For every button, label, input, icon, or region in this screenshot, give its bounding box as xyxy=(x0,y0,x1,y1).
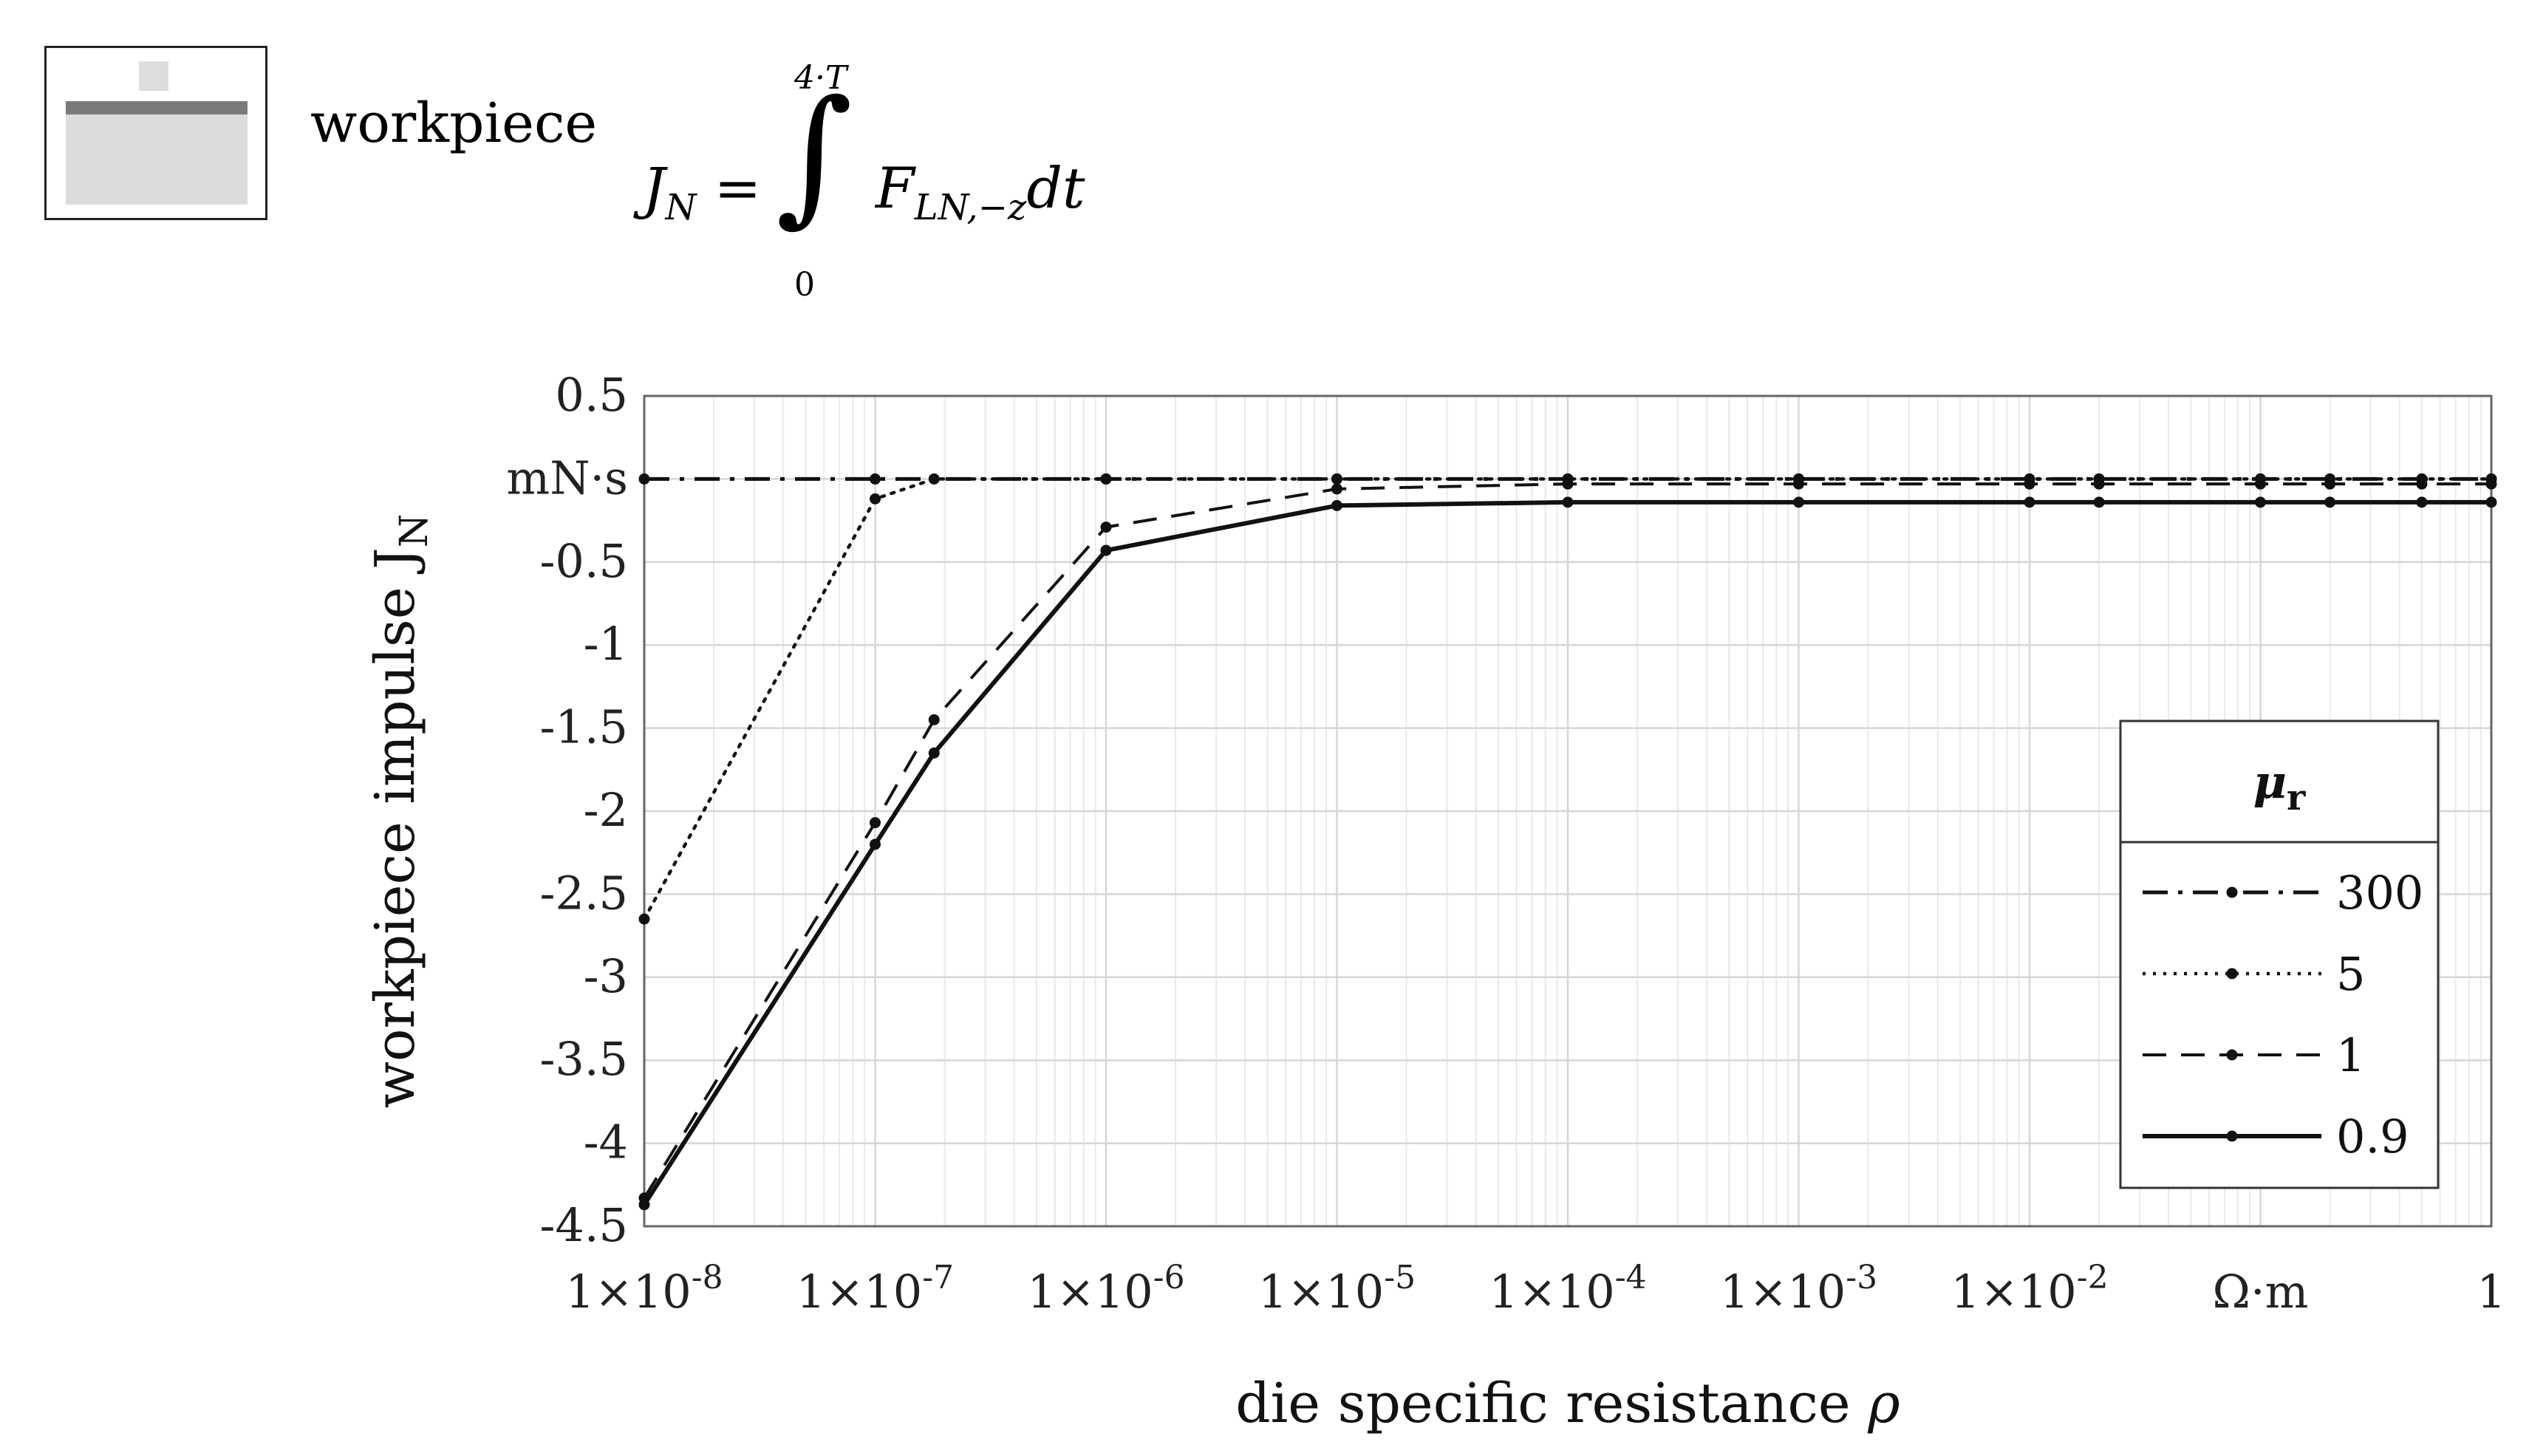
x-tick-label: 1×10-6 xyxy=(1027,1259,1184,1319)
legend-label: 5 xyxy=(2336,947,2365,1001)
impulse-formula: JN = ∫ 4·T 0 FLN,−zdt xyxy=(643,59,1160,310)
data-point xyxy=(2485,496,2497,508)
legend: μr 300 5 1 0.9 xyxy=(2119,720,2440,1189)
workpiece-label: workpiece xyxy=(310,92,598,155)
y-tick-label: -2 xyxy=(584,783,628,837)
formula-lhs: JN = xyxy=(643,155,761,228)
data-point xyxy=(1562,496,1574,508)
formula-lhs-symbol: J xyxy=(643,155,666,221)
tick-labels: 0.5 mN·s -0.5 -1 -1.5 -2 -2.5 -3 -3.5 -4 -4.5 1×10-… xyxy=(506,368,2505,1319)
data-point xyxy=(2024,478,2035,490)
legend-marker xyxy=(2226,1130,2238,1142)
data-point xyxy=(2255,478,2266,490)
formula-integrand-symbol: F xyxy=(876,155,915,221)
y-tick-label: -3 xyxy=(584,949,628,1003)
legend-title: μr xyxy=(2253,755,2306,818)
legend-entry-0.9: 0.9 xyxy=(2143,1110,2409,1163)
data-point xyxy=(2416,496,2428,508)
y-tick-label: mN·s xyxy=(506,451,628,505)
integral-sign: ∫ xyxy=(776,69,853,241)
y-tick-label: -0.5 xyxy=(539,534,628,588)
axis-titles: die specific resistance ρ workpiece impul… xyxy=(364,514,1900,1435)
data-point xyxy=(2093,496,2105,508)
data-point xyxy=(870,838,881,850)
data-point xyxy=(1331,473,1342,485)
formula-integrand: FLN,−zdt xyxy=(876,155,1085,228)
series-0.9 xyxy=(638,496,2497,1211)
data-point xyxy=(2416,478,2428,490)
legend-entry-1: 1 xyxy=(2143,1028,2365,1082)
axes xyxy=(643,394,2493,1228)
data-point xyxy=(928,473,940,485)
x-tick-label: 1×10-2 xyxy=(1950,1259,2108,1319)
data-point xyxy=(638,913,650,925)
legend-entry-300: 300 xyxy=(2143,866,2423,920)
formula-upper-limit: 4·T xyxy=(794,59,847,97)
x-tick-label: 1×10-5 xyxy=(1258,1259,1416,1319)
data-point xyxy=(1100,473,1112,485)
legend-label: 1 xyxy=(2336,1028,2365,1082)
x-tick-label: 1×10-4 xyxy=(1489,1259,1646,1319)
coil-layer xyxy=(66,101,248,115)
legend-box xyxy=(2119,720,2440,1189)
die-block xyxy=(139,61,168,91)
data-point xyxy=(1100,522,1112,533)
data-point xyxy=(638,1199,650,1211)
formula-lower-limit: 0 xyxy=(794,266,815,304)
x-tick-label: 1×10-7 xyxy=(796,1259,954,1319)
data-point xyxy=(870,817,881,829)
data-point xyxy=(638,473,650,485)
formula-differential: dt xyxy=(1026,155,1085,221)
x-axis-title: die specific resistance ρ xyxy=(1235,1372,1900,1435)
data-point xyxy=(1100,544,1112,556)
formula-lhs-sub: N xyxy=(665,187,697,229)
series-group xyxy=(638,473,2497,1211)
data-point xyxy=(2093,478,2105,490)
y-axis-title: workpiece impulse JN xyxy=(364,514,437,1109)
x-tick-label: 1×10-3 xyxy=(1720,1259,1877,1319)
y-tick-label: -1.5 xyxy=(539,700,628,754)
data-point xyxy=(2324,496,2336,508)
data-point xyxy=(1793,496,1804,508)
y-tick-label: -4.5 xyxy=(539,1198,628,1252)
legend-marker xyxy=(2226,968,2238,980)
workpiece-diagram-icon xyxy=(44,46,267,220)
data-point xyxy=(2255,496,2266,508)
legend-label: 300 xyxy=(2336,866,2423,920)
x-tick-label: Ω·m xyxy=(2213,1265,2309,1319)
x-tick-label: 1×10-8 xyxy=(565,1259,723,1319)
workpiece-block xyxy=(66,115,248,205)
y-tick-label: -1 xyxy=(584,617,628,671)
data-point xyxy=(2324,478,2336,490)
y-tick-label: -3.5 xyxy=(539,1032,628,1086)
data-point xyxy=(2024,496,2035,508)
legend-label: 0.9 xyxy=(2336,1110,2409,1163)
x-tick-label: 1 xyxy=(2477,1265,2505,1319)
data-point xyxy=(870,493,881,505)
data-point xyxy=(2485,478,2497,490)
legend-marker xyxy=(2226,1049,2238,1061)
data-point xyxy=(870,473,881,485)
series-1 xyxy=(638,478,2497,1204)
formula-equals: = xyxy=(714,155,762,221)
legend-marker xyxy=(2226,886,2238,898)
plot-frame xyxy=(643,394,2493,1228)
y-tick-label: -2.5 xyxy=(539,866,628,920)
data-point xyxy=(1562,478,1574,490)
data-point xyxy=(1331,499,1342,511)
formula-integrand-sub: LN,−z xyxy=(914,187,1027,229)
data-point xyxy=(1793,478,1804,490)
data-point xyxy=(1331,483,1342,495)
y-tick-label: 0.5 xyxy=(555,368,628,422)
y-tick-label: -4 xyxy=(584,1115,628,1169)
legend-entry-5: 5 xyxy=(2143,947,2365,1001)
data-point xyxy=(928,714,940,725)
data-point xyxy=(928,747,940,759)
